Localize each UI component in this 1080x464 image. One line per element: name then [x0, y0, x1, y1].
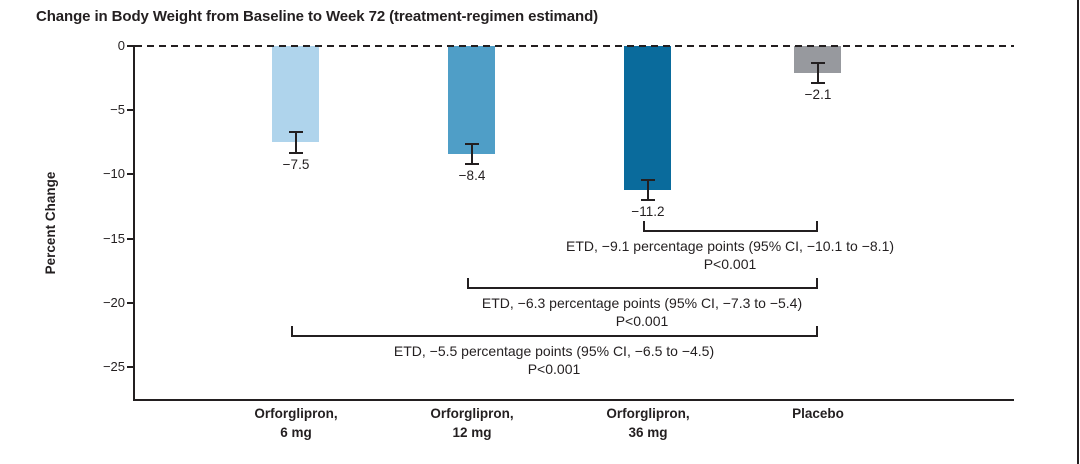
category-label-line2: 6 mg — [280, 425, 312, 440]
error-bar-cap-bottom — [811, 82, 825, 85]
y-tick-label: 0 — [117, 38, 125, 53]
x-axis-line — [133, 399, 1014, 401]
error-bar-cap-bottom — [289, 151, 303, 154]
bar-value-label: −7.5 — [282, 156, 310, 172]
category-label-line2: 12 mg — [452, 425, 492, 440]
etd-text: ETD, −6.3 percentage points (95% CI, −7.… — [481, 295, 803, 311]
category-label-line1: Orforglipron, — [254, 406, 338, 421]
y-axis-line — [133, 45, 135, 400]
y-tick-label: −15 — [102, 230, 125, 246]
comparison-bracket-right-tick — [816, 221, 818, 231]
category-label-line1: Orforglipron, — [430, 406, 514, 421]
error-bar-cap-bottom — [641, 199, 655, 202]
category-label-line2: 36 mg — [628, 425, 668, 440]
error-bar-line — [295, 132, 297, 153]
comparison-bracket-right-tick — [816, 326, 818, 336]
comparison-bracket-left-tick — [291, 326, 293, 336]
chart-title: Change in Body Weight from Baseline to W… — [36, 8, 599, 25]
zero-dashed-line — [135, 45, 1014, 47]
comparison-bracket-left-tick — [643, 221, 645, 231]
comparison-bracket-line — [467, 287, 818, 289]
comparison-bracket-line — [643, 230, 818, 232]
bar — [272, 46, 319, 143]
y-tick-label: −5 — [110, 102, 125, 118]
comparison-bracket-left-tick — [467, 278, 469, 288]
error-bar-line — [817, 62, 819, 84]
error-bar-cap-bottom — [465, 163, 479, 166]
p-value-text: P<0.001 — [703, 256, 757, 272]
y-axis-tick — [127, 301, 133, 304]
etd-text: ETD, −9.1 percentage points (95% CI, −10… — [565, 238, 895, 254]
y-axis-label: Percent Change — [43, 171, 58, 275]
bar-value-label: −11.2 — [631, 204, 665, 220]
bar — [624, 46, 671, 190]
y-axis-tick — [127, 109, 133, 112]
y-axis-tick — [127, 237, 133, 240]
error-bar-line — [647, 179, 649, 200]
figure-right-border — [1077, 0, 1079, 464]
bar-value-label: −2.1 — [804, 87, 832, 103]
bar — [448, 46, 495, 154]
y-axis-tick — [127, 45, 133, 47]
comparison-bracket-right-tick — [816, 278, 818, 288]
p-value-text: P<0.001 — [527, 361, 581, 377]
error-bar-line — [471, 143, 473, 165]
bar-value-label: −8.4 — [458, 168, 486, 184]
y-tick-label: −25 — [102, 359, 125, 374]
y-tick-label: −10 — [102, 166, 125, 182]
error-bar-cap-top — [289, 131, 303, 133]
error-bar-cap-top — [811, 61, 825, 64]
category-label-line1: Placebo — [792, 406, 844, 421]
etd-text: ETD, −5.5 percentage points (95% CI, −6.… — [393, 343, 715, 359]
comparison-bracket-line — [291, 335, 818, 337]
y-axis-tick — [127, 173, 133, 176]
p-value-text: P<0.001 — [615, 313, 669, 329]
error-bar-cap-top — [641, 178, 655, 181]
y-tick-label: −20 — [102, 294, 125, 310]
category-label-line1: Orforglipron, — [606, 406, 690, 421]
y-axis-tick — [127, 366, 133, 368]
error-bar-cap-top — [465, 142, 479, 145]
